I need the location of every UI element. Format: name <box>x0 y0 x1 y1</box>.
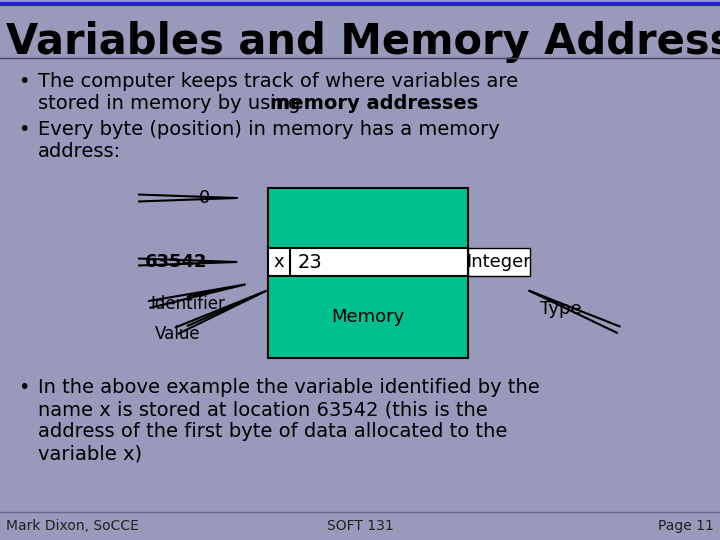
Text: Memory: Memory <box>331 308 405 326</box>
Text: 63542: 63542 <box>145 253 207 271</box>
Text: .: . <box>426 94 432 113</box>
Bar <box>268 188 468 248</box>
Bar <box>268 188 468 358</box>
Text: 0: 0 <box>199 189 210 207</box>
Text: x: x <box>273 253 284 271</box>
Text: •: • <box>18 378 30 397</box>
Bar <box>468 248 530 276</box>
Text: Value: Value <box>155 325 201 343</box>
Bar <box>268 276 468 358</box>
Text: •: • <box>18 120 30 139</box>
Text: Variables and Memory Addresses: Variables and Memory Addresses <box>6 21 720 63</box>
Text: Page 11: Page 11 <box>658 519 714 533</box>
Bar <box>268 248 468 276</box>
Text: The computer keeps track of where variables are: The computer keeps track of where variab… <box>38 72 518 91</box>
Text: address of the first byte of data allocated to the: address of the first byte of data alloca… <box>38 422 508 441</box>
Text: Integer: Integer <box>467 253 531 271</box>
Text: In the above example the variable identified by the: In the above example the variable identi… <box>38 378 540 397</box>
Text: memory addresses: memory addresses <box>270 94 478 113</box>
Text: SOFT 131: SOFT 131 <box>327 519 393 533</box>
Text: name x is stored at location 63542 (this is the: name x is stored at location 63542 (this… <box>38 400 487 419</box>
Text: 23: 23 <box>298 253 323 272</box>
Text: stored in memory by using: stored in memory by using <box>38 94 307 113</box>
Text: Every byte (position) in memory has a memory: Every byte (position) in memory has a me… <box>38 120 500 139</box>
Text: •: • <box>18 72 30 91</box>
Text: Type: Type <box>540 300 582 318</box>
Text: variable x): variable x) <box>38 444 142 463</box>
Text: Mark Dixon, SoCCE: Mark Dixon, SoCCE <box>6 519 139 533</box>
Text: Identifier: Identifier <box>150 295 225 313</box>
Text: address:: address: <box>38 142 121 161</box>
